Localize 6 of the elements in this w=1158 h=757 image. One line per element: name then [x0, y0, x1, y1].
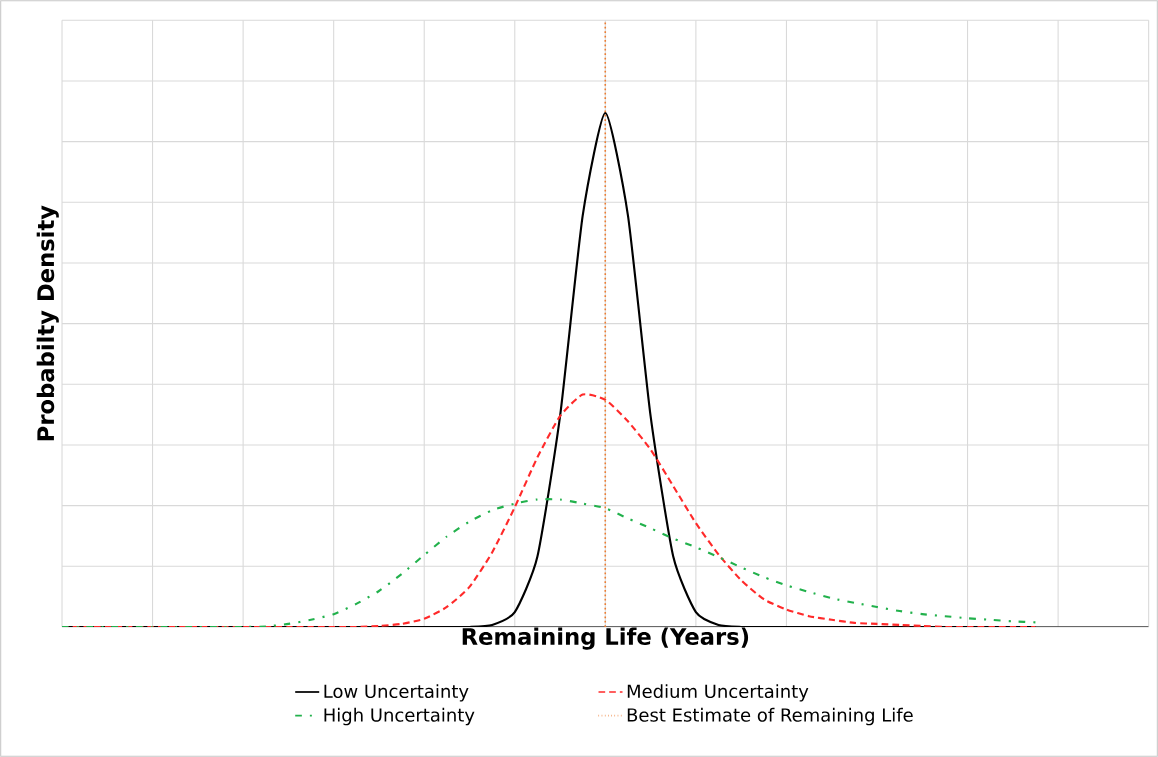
text: Best Estimate of Remaining Life [627, 707, 913, 726]
legend-label: Medium Uncertainty [627, 684, 809, 702]
y-axis-title: Probabilty Density [36, 205, 59, 441]
x-axis-title: Remaining Life (Years) [462, 627, 749, 650]
legend-label: Low Uncertainty [324, 684, 469, 702]
legend-label: High Uncertainty [324, 707, 475, 726]
